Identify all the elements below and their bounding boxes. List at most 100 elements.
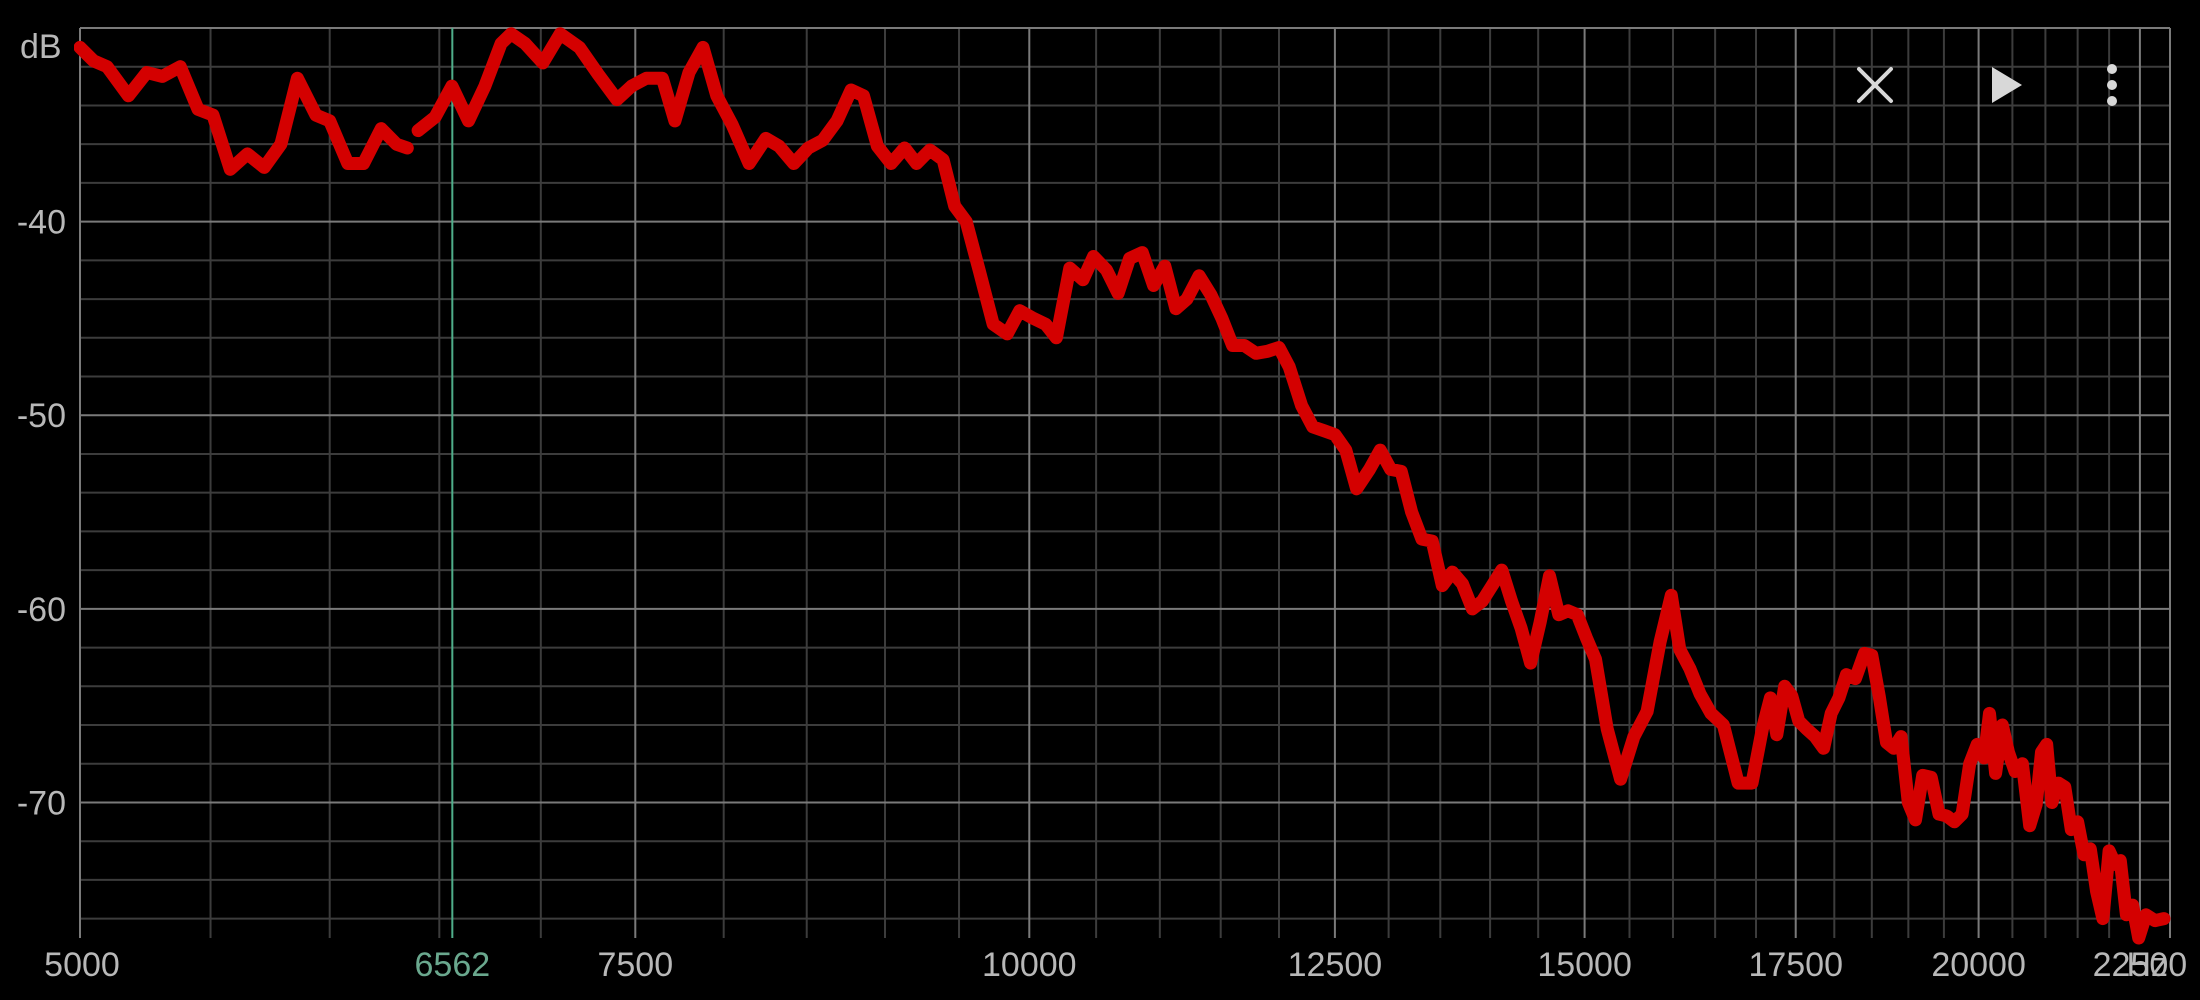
data-point (1555, 611, 1562, 618)
data-point (1066, 265, 1073, 272)
data-point (1527, 660, 1534, 667)
data-point (2012, 768, 2019, 775)
data-point (1912, 816, 1919, 823)
data-point (1592, 656, 1599, 663)
data-point (360, 160, 367, 167)
data-point (2129, 902, 2136, 909)
data-point (1890, 745, 1897, 752)
data-point (1812, 733, 1819, 740)
data-point (1735, 780, 1742, 787)
data-point (378, 125, 385, 132)
play-icon (1992, 67, 2022, 103)
data-point (1697, 691, 1704, 697)
data-point (195, 106, 201, 113)
data-point (1928, 774, 1935, 781)
data-point (1676, 646, 1683, 653)
data-point (990, 321, 997, 328)
data-point (874, 143, 881, 150)
data-point (1161, 263, 1168, 270)
data-point (177, 63, 184, 70)
data-point (143, 69, 150, 76)
data-point (659, 75, 666, 82)
data-point (1720, 722, 1727, 728)
data-point (1053, 334, 1060, 341)
play-button[interactable] (1975, 55, 2035, 115)
more-options-button[interactable] (2082, 55, 2142, 115)
data-point (1518, 625, 1525, 632)
data-point (1498, 567, 1505, 574)
data-point (613, 96, 620, 103)
data-point (1992, 770, 1999, 777)
data-point (2117, 857, 2124, 864)
data-point (1449, 569, 1456, 576)
data-point (963, 218, 970, 225)
data-point (1469, 605, 1476, 612)
close-button[interactable] (1845, 55, 1905, 115)
data-point (244, 150, 251, 157)
data-point (628, 83, 635, 90)
data-point (1418, 536, 1425, 543)
data-point (1398, 468, 1405, 475)
data-point (1843, 671, 1850, 678)
data-point (713, 92, 720, 99)
data-point (2038, 749, 2045, 756)
data-point (1150, 282, 1157, 289)
data-point (1172, 305, 1179, 312)
data-point (1241, 342, 1248, 349)
data-point (210, 112, 216, 119)
data-point (1183, 296, 1190, 303)
data-point (1999, 722, 2006, 728)
data-point (1604, 725, 1611, 732)
data-point (1936, 811, 1942, 818)
data-point (1286, 363, 1293, 370)
data-point (1959, 811, 1966, 818)
data-point (90, 57, 97, 64)
data-point (888, 160, 895, 167)
data-point (951, 203, 958, 210)
data-point (1781, 683, 1788, 690)
data-point (539, 59, 546, 66)
data-point (2112, 861, 2119, 868)
data-point (2093, 888, 2100, 895)
data-point (1253, 350, 1259, 357)
data-point (465, 117, 472, 124)
data-point (595, 71, 602, 78)
data-point (1749, 780, 1755, 787)
y-axis-unit-label: dB (20, 28, 62, 66)
data-point (834, 117, 840, 124)
x-tick-label: 12500 (1288, 946, 1383, 984)
data-point (2061, 784, 2068, 790)
data-point (2026, 822, 2033, 829)
data-point (2074, 818, 2081, 825)
data-point (1565, 607, 1572, 614)
data-point (1943, 813, 1950, 819)
data-point (1042, 321, 1049, 328)
x-tick-label: 17500 (1748, 946, 1843, 984)
x-tick-label: 5000 (44, 946, 120, 984)
data-point (1852, 675, 1859, 682)
data-point (1861, 650, 1868, 657)
data-point (1126, 255, 1133, 262)
data-point (1919, 772, 1926, 779)
data-point (686, 69, 692, 76)
data-point (1004, 330, 1011, 337)
data-point (1546, 572, 1553, 579)
data-point (2123, 911, 2130, 918)
data-point (404, 145, 411, 151)
data-point (2152, 917, 2158, 924)
data-point (976, 267, 983, 273)
data-point (1583, 634, 1590, 641)
data-point (481, 83, 488, 90)
data-point (277, 141, 284, 148)
data-point (1905, 799, 1912, 806)
data-point (77, 44, 83, 51)
data-point (1668, 592, 1675, 599)
data-point (1115, 290, 1122, 297)
data-point (393, 141, 400, 148)
data-point (576, 44, 583, 51)
data-point (1795, 718, 1802, 725)
data-point (2099, 915, 2106, 922)
data-point (1617, 776, 1624, 783)
data-point (1080, 276, 1086, 283)
